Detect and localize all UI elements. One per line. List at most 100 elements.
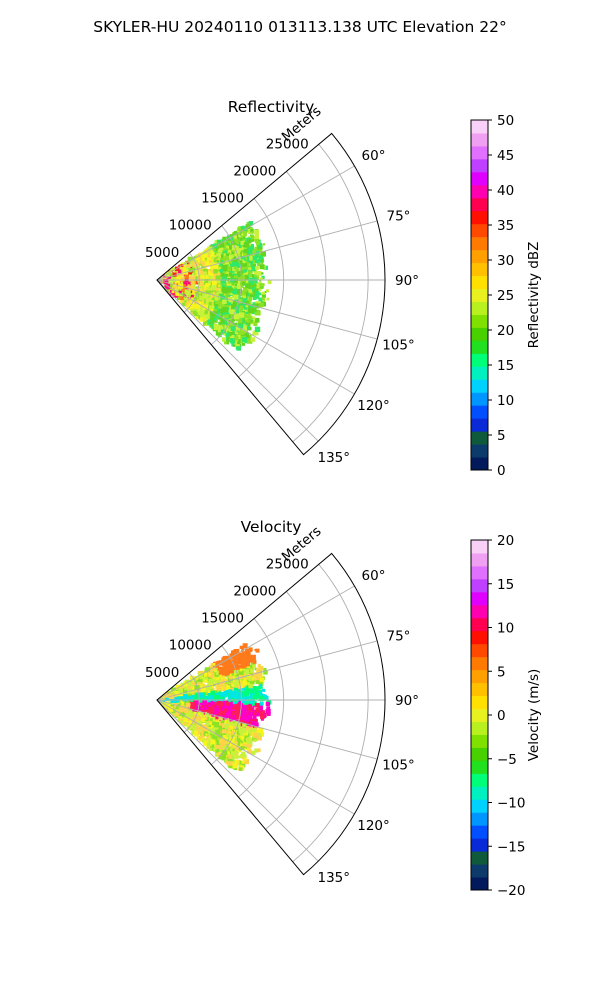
colorbar-tick-label: 30 xyxy=(497,253,514,269)
colorbar-segment xyxy=(471,158,488,173)
colorbar-segment xyxy=(471,786,488,800)
grid-ring xyxy=(292,564,369,863)
data-field xyxy=(157,221,272,351)
colorbar-segment xyxy=(471,708,488,722)
grid-ring xyxy=(292,144,369,443)
colorbar-segment xyxy=(471,760,488,774)
colorbar-segment xyxy=(471,565,488,580)
colorbar-segment xyxy=(471,825,488,839)
radial-tick-label: 25000 xyxy=(266,556,309,572)
colorbar-segment xyxy=(471,695,488,710)
angle-tick-label: 90° xyxy=(395,273,419,289)
radial-tick-label: 15000 xyxy=(201,191,244,207)
grid-spoke xyxy=(156,165,355,281)
colorbar-tick-label: 20 xyxy=(497,323,514,339)
colorbar-segment xyxy=(471,288,488,302)
radial-tick-label: 25000 xyxy=(266,136,309,152)
colorbar-segment xyxy=(471,210,488,225)
colorbar-segment xyxy=(471,799,488,813)
colorbar-tick-label: 5 xyxy=(497,428,506,444)
colorbar-segment xyxy=(471,877,488,891)
angle-tick-label: 60° xyxy=(362,568,386,584)
colorbar-segment xyxy=(471,314,488,328)
colorbar-tick-label: 10 xyxy=(497,621,514,637)
colorbar-segment xyxy=(471,773,488,787)
colorbar-tick-label: 15 xyxy=(497,577,514,593)
colorbar-segment xyxy=(471,444,488,458)
colorbar-tick-label: −5 xyxy=(497,752,517,768)
angle-tick-label: 60° xyxy=(362,148,386,164)
colorbar-segment xyxy=(471,656,488,671)
colorbar-segment xyxy=(471,682,488,697)
colorbar-tick-label: 40 xyxy=(497,183,514,199)
colorbar-segment xyxy=(471,171,488,186)
data-field xyxy=(157,643,272,771)
radial-tick-label: 10000 xyxy=(169,638,212,654)
grid-spoke xyxy=(156,279,378,340)
colorbar-segment xyxy=(471,249,488,264)
grid-spoke xyxy=(156,279,355,395)
angle-tick-label: 75° xyxy=(387,208,411,224)
reflectivity-panel: 500010000150002000025000Meters60°75°90°1… xyxy=(145,98,542,479)
colorbar-segment xyxy=(471,405,488,419)
figure-suptitle: SKYLER-HU 20240110 013113.138 UTC Elevat… xyxy=(93,18,507,36)
grid-ring xyxy=(265,171,327,410)
colorbar-segment xyxy=(471,392,488,406)
grid-spoke xyxy=(156,585,355,701)
colorbar-segment xyxy=(471,552,488,567)
colorbar-tick-label: 15 xyxy=(497,358,514,374)
colorbar-label: Velocity (m/s) xyxy=(526,669,542,762)
colorbar-segment xyxy=(471,431,488,445)
panel-title: Reflectivity xyxy=(228,98,315,116)
colorbar-segment xyxy=(471,379,488,393)
colorbar-segment xyxy=(471,366,488,380)
colorbar-segment xyxy=(471,721,488,735)
colorbar-segment xyxy=(471,418,488,432)
colorbar-tick-label: 50 xyxy=(497,113,514,129)
radial-tick-label: 5000 xyxy=(145,665,179,681)
colorbar-segment xyxy=(471,578,488,593)
angle-tick-label: 120° xyxy=(357,398,390,414)
colorbar-label: Reflectivity dBZ xyxy=(526,242,542,349)
colorbar-segment xyxy=(471,540,488,554)
colorbar-tick-label: −15 xyxy=(497,839,526,855)
colorbar-segment xyxy=(471,145,488,160)
colorbar-segment xyxy=(471,262,488,277)
radial-tick-label: 20000 xyxy=(233,163,276,179)
angle-tick-label: 75° xyxy=(387,628,411,644)
grid-ring xyxy=(210,645,242,766)
grid-spoke xyxy=(156,699,378,760)
colorbar-segment xyxy=(471,591,488,606)
colorbar-segment xyxy=(471,327,488,341)
radial-tick-label: 15000 xyxy=(201,611,244,627)
colorbar-segment xyxy=(471,223,488,238)
colorbar-segment xyxy=(471,669,488,684)
velocity-panel: 500010000150002000025000Meters60°75°90°1… xyxy=(145,518,542,899)
colorbar-segment xyxy=(471,604,488,619)
colorbar-segment xyxy=(471,643,488,658)
angle-tick-label: 135° xyxy=(318,450,351,466)
colorbar-segment xyxy=(471,301,488,315)
angle-tick-label: 105° xyxy=(382,338,415,354)
panel-title: Velocity xyxy=(241,518,302,536)
grid-spoke xyxy=(156,699,319,862)
colorbar-segment xyxy=(471,197,488,212)
polar-frame xyxy=(156,132,386,456)
colorbar-tick-label: 20 xyxy=(497,533,514,549)
colorbar-segment xyxy=(471,812,488,826)
colorbar-segment xyxy=(471,353,488,367)
colorbar-segment xyxy=(471,132,488,147)
colorbar-segment xyxy=(471,184,488,199)
colorbar-tick-label: −10 xyxy=(497,796,526,812)
grid-spoke xyxy=(156,279,319,442)
colorbar-segment xyxy=(471,864,488,878)
colorbar-tick-label: 0 xyxy=(497,708,506,724)
colorbar-tick-label: 45 xyxy=(497,148,514,164)
polar-frame xyxy=(156,552,386,876)
colorbar-tick-label: 10 xyxy=(497,393,514,409)
radial-tick-label: 5000 xyxy=(145,245,179,261)
angle-tick-label: 135° xyxy=(318,870,351,886)
colorbar-segment xyxy=(471,838,488,852)
colorbar-segment xyxy=(471,747,488,761)
